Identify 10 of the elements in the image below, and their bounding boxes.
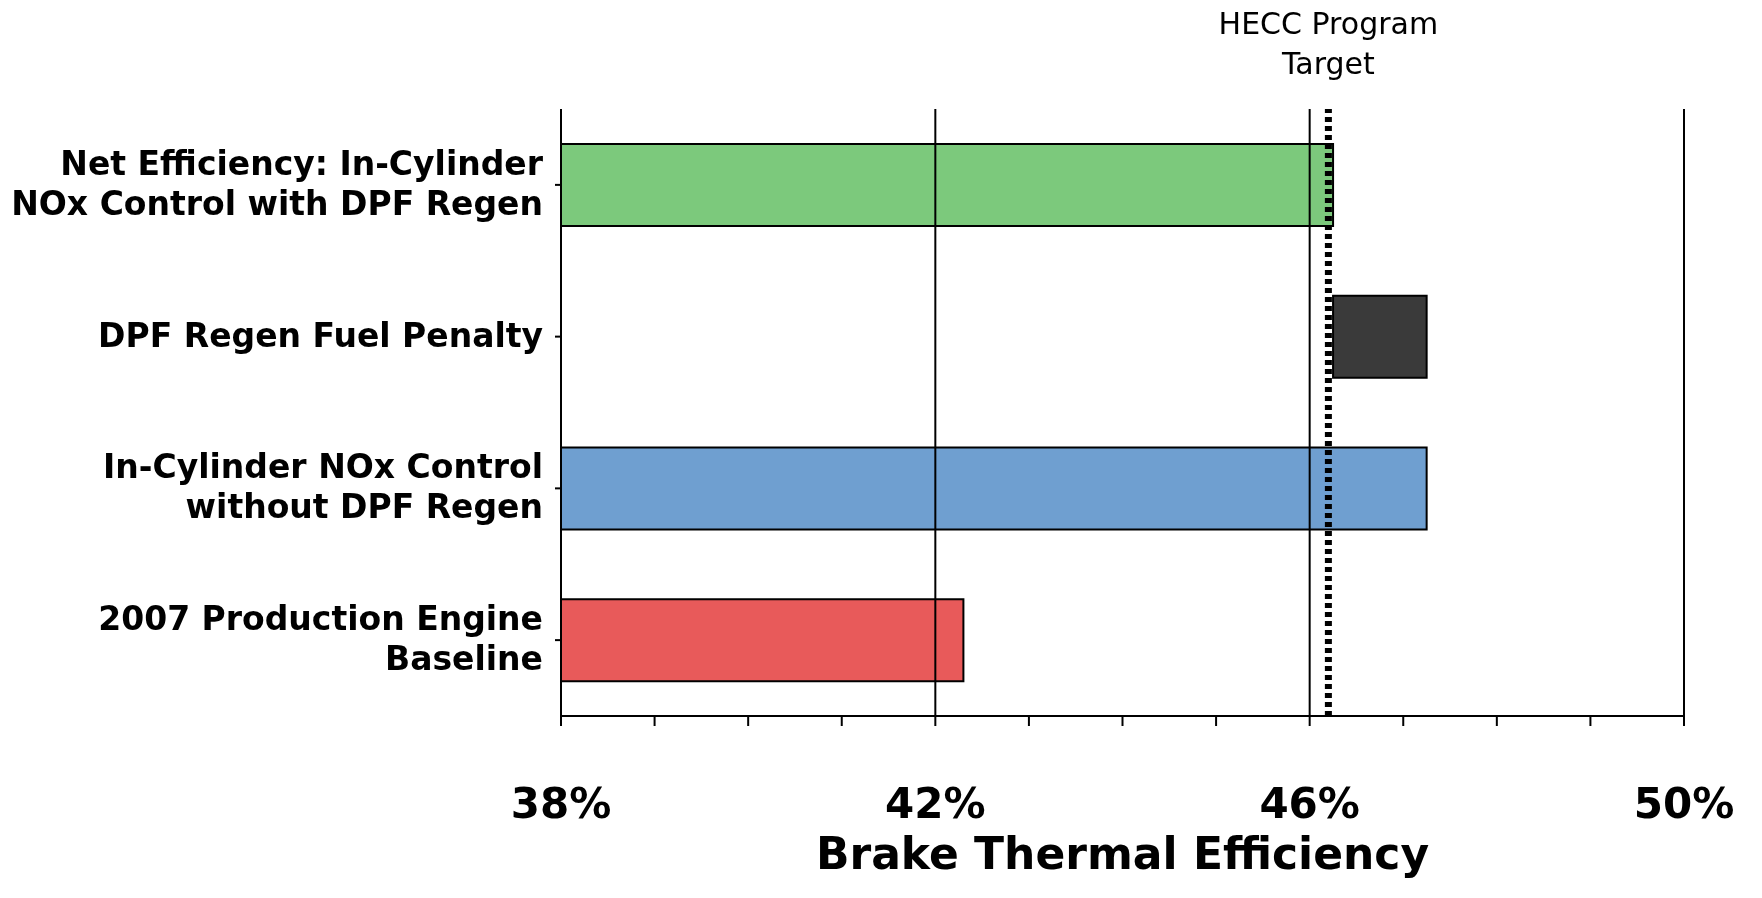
y-tick-label: 2007 Production Engine Baseline [98, 598, 543, 678]
y-tick-label: In-Cylinder NOx Control without DPF Regen [103, 446, 543, 526]
y-tick-label: Net Efficiency: In-Cylinder NOx Control with DPF Regen [11, 143, 544, 223]
y-tick-label: DPF Regen Fuel Penalty [98, 315, 543, 355]
x-tick-label: 38% [510, 779, 612, 828]
x-tick-label: 50% [1633, 779, 1735, 828]
ref-line-label: HECC Program Target [1218, 6, 1439, 81]
x-tick-label: 42% [885, 779, 986, 828]
x-axis-title: Brake Thermal Efficiency [814, 828, 1431, 879]
x-tick-label: 46% [1259, 779, 1360, 828]
